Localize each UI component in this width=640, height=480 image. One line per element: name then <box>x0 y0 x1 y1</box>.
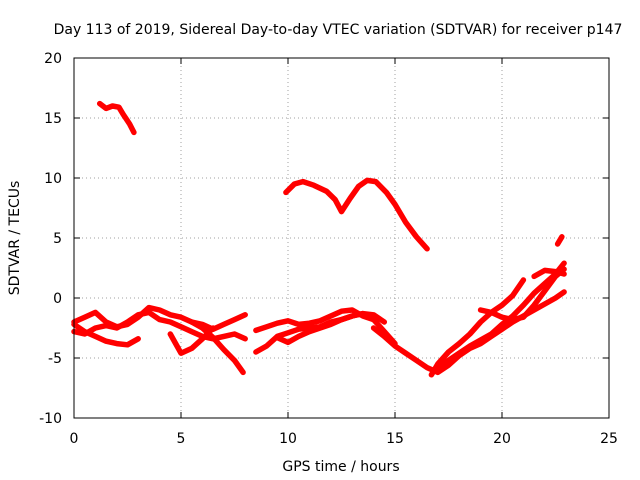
series-line-arc-6 <box>71 321 141 348</box>
x-tick-label: 5 <box>177 431 186 447</box>
series-line-arc-4 <box>71 304 248 332</box>
data-traces <box>71 100 567 378</box>
series-line-arc-16 <box>531 267 567 280</box>
series-line-arc-3 <box>554 234 565 247</box>
series-line-arc-9 <box>253 307 377 334</box>
y-axis-label: SDTVAR / TECUs <box>7 181 23 296</box>
grid-lines <box>74 58 609 418</box>
y-tick-label: 20 <box>44 51 62 67</box>
series-line-arc-2 <box>283 177 430 252</box>
y-tick-label: 15 <box>44 111 62 127</box>
y-tick-label: 0 <box>53 291 62 307</box>
series-line-arc-14 <box>435 260 567 371</box>
x-tick-label: 10 <box>279 431 297 447</box>
x-tick-label: 0 <box>70 431 79 447</box>
series-line-arc-11 <box>274 310 398 347</box>
y-tick-label: -10 <box>39 411 62 427</box>
axis-ticks: 0 5 10 15 20 25 -10 -5 0 5 10 15 20 <box>39 51 618 447</box>
y-tick-label: -5 <box>48 351 62 367</box>
x-tick-label: 25 <box>600 431 618 447</box>
y-tick-label: 10 <box>44 171 62 187</box>
series-line-arc-13 <box>428 277 527 378</box>
series-line-arc-15 <box>477 266 567 323</box>
series-line-arc-7 <box>167 325 216 356</box>
x-tick-label: 15 <box>386 431 404 447</box>
series-line-arc-1 <box>96 100 137 136</box>
chart-title: Day 113 of 2019, Sidereal Day-to-day VTE… <box>54 22 623 38</box>
series-line-arc-8 <box>188 319 246 376</box>
y-tick-label: 5 <box>53 231 62 247</box>
x-axis-label: GPS time / hours <box>282 459 399 475</box>
x-tick-label: 20 <box>493 431 511 447</box>
